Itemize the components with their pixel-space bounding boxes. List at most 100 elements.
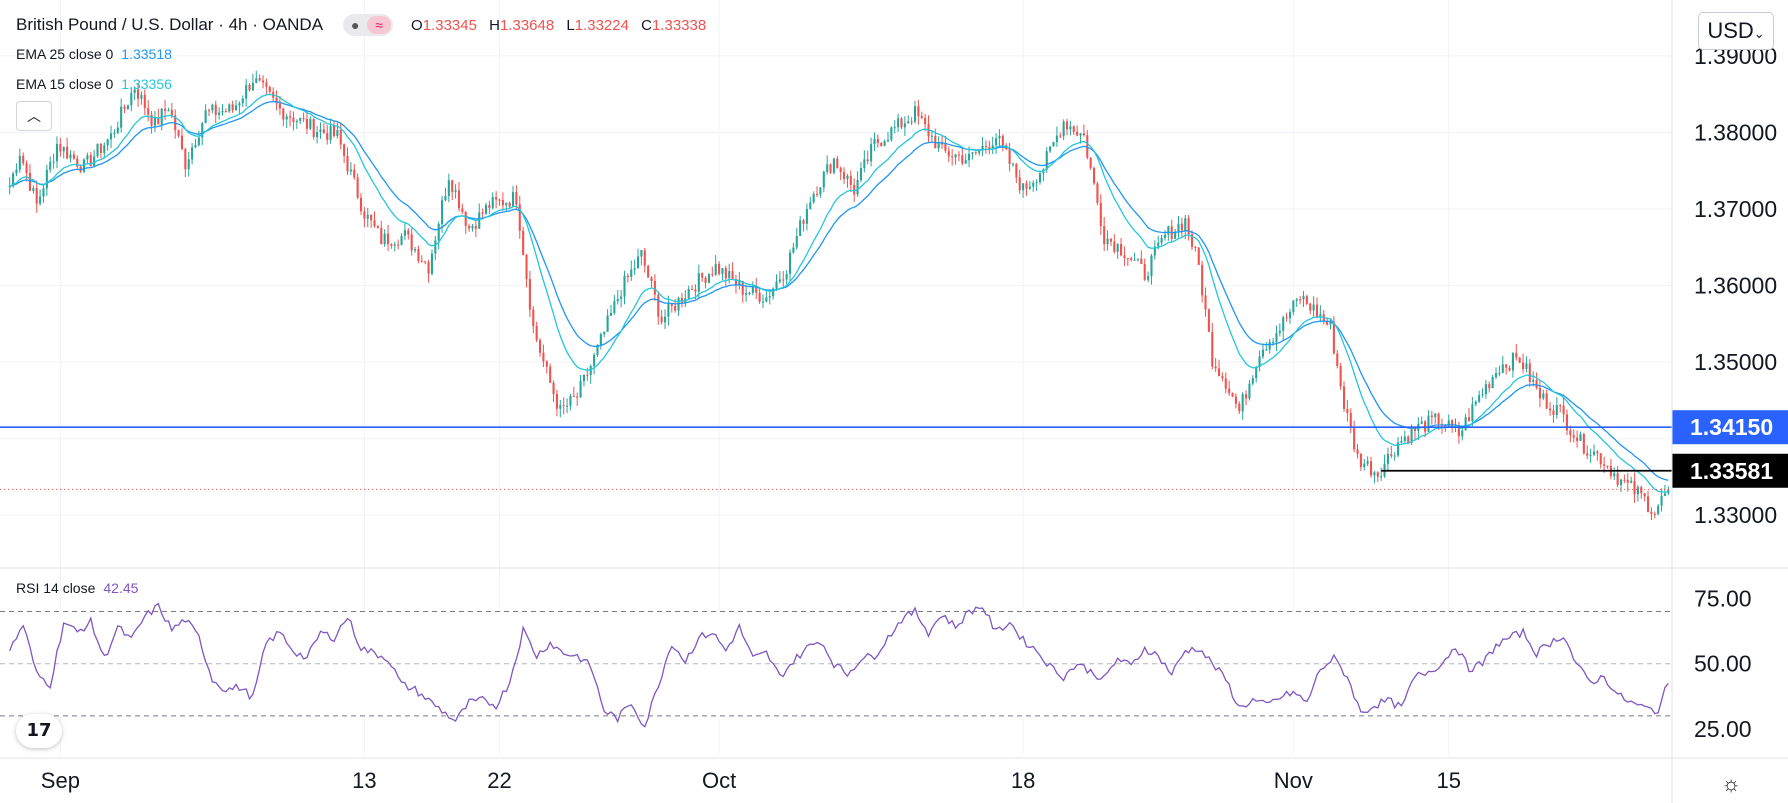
rsi-legend[interactable]: RSI 14 close 42.45 [16, 580, 138, 596]
candle-body [191, 147, 194, 160]
candle-body [1505, 364, 1508, 368]
candle-body [248, 85, 251, 91]
candle-body [535, 325, 538, 341]
ema15-legend[interactable]: EMA 15 close 0 1.33356 [16, 76, 172, 92]
candle-body [1549, 408, 1552, 411]
candle-body [1589, 454, 1592, 456]
rsi-tick-label: 75.00 [1694, 585, 1752, 611]
candle-body [491, 197, 494, 208]
candle-body [282, 108, 285, 120]
candle-body [1572, 435, 1575, 438]
candle-body [991, 145, 994, 150]
candle-body [1660, 495, 1663, 506]
candle-body [238, 103, 241, 106]
symbol-title[interactable]: British Pound / U.S. Dollar · 4h · OANDA [16, 15, 324, 34]
candle-body [184, 149, 187, 170]
candle-body [441, 200, 444, 224]
low-key: L [566, 16, 575, 34]
candle-body [1376, 472, 1379, 477]
candle-body [870, 144, 873, 162]
candle-body [951, 156, 954, 158]
candle-body [140, 94, 143, 99]
time-tick-label: Sep [41, 768, 80, 793]
candle-body [1099, 202, 1102, 227]
candle-body [1045, 151, 1048, 170]
candle-body [1478, 395, 1481, 402]
candle-body [772, 288, 775, 297]
candle-body [971, 152, 974, 154]
candle-body [1136, 258, 1140, 260]
candle-body [741, 280, 744, 295]
candle-body [383, 233, 386, 245]
candle-body [667, 304, 670, 317]
candle-body [1444, 425, 1447, 427]
candle-body [924, 118, 927, 125]
support-label-box [1672, 410, 1788, 445]
rsi-pane [0, 602, 1672, 728]
candle-body [1582, 434, 1585, 454]
candle-body [393, 244, 396, 246]
candle-body [1147, 276, 1150, 280]
candle-body [214, 104, 217, 115]
candle-body [1190, 234, 1194, 247]
compare-badge[interactable]: ● ≈ [343, 14, 394, 36]
candle-body [832, 158, 835, 173]
candle-body [1555, 405, 1558, 415]
resistance-label: 1.33581 [1690, 458, 1773, 484]
candle-body [1515, 352, 1518, 358]
candle-body [799, 220, 802, 237]
candle-body [940, 143, 944, 145]
candle-body [397, 244, 400, 246]
candle-body [343, 144, 346, 156]
currency-select[interactable]: USD⌄ [1698, 12, 1774, 50]
candle-body [528, 278, 531, 310]
candle-body [1397, 442, 1400, 456]
candle-body [1184, 218, 1187, 231]
candle-body [866, 159, 869, 162]
high-key: H [489, 16, 500, 34]
candle-body [103, 145, 106, 154]
candle-body [1079, 133, 1082, 136]
candle-body [1380, 476, 1383, 478]
candle-body [1160, 237, 1163, 243]
candle-body [1001, 135, 1004, 146]
rsi-label: RSI 14 close [16, 580, 96, 596]
candle-body [586, 374, 589, 376]
candle-body [1065, 121, 1069, 130]
candle-body [758, 292, 761, 302]
candle-body [495, 197, 498, 200]
candle-body [755, 286, 758, 293]
candle-body [1349, 412, 1352, 428]
time-tick-label: 18 [1011, 768, 1035, 793]
candle-body [1630, 480, 1633, 483]
candle-body [1150, 255, 1153, 277]
candle-body [1167, 226, 1170, 235]
candle-body [1180, 223, 1183, 231]
candle-body [802, 220, 805, 224]
candle-body [150, 114, 153, 126]
rsi-value: 42.45 [103, 580, 139, 596]
circle-icon: ● [351, 17, 360, 33]
candle-body [356, 177, 359, 198]
ema25-legend[interactable]: EMA 25 close 0 1.33518 [16, 46, 172, 62]
candle-body [1292, 300, 1295, 313]
candle-body [792, 247, 795, 253]
candle-body [1528, 363, 1531, 382]
collapse-legend-button[interactable]: ︿ [16, 101, 52, 131]
horizontal-levels[interactable]: 1.34150 1.33581 [0, 410, 1788, 490]
candle-body [765, 297, 768, 302]
candle-body [424, 261, 427, 263]
candle-body [1336, 353, 1339, 367]
candle-body [589, 366, 592, 376]
candle-body [1228, 388, 1231, 394]
candle-body [268, 87, 271, 92]
candle-body [1410, 427, 1413, 444]
candle-body [1586, 453, 1589, 456]
tradingview-logo[interactable]: 17 [16, 714, 62, 748]
candle-body [275, 97, 278, 104]
candle-body [464, 211, 467, 226]
candle-body [1069, 126, 1072, 130]
candle-body [1576, 437, 1579, 441]
settings-icon[interactable]: ☼ [1721, 771, 1742, 796]
